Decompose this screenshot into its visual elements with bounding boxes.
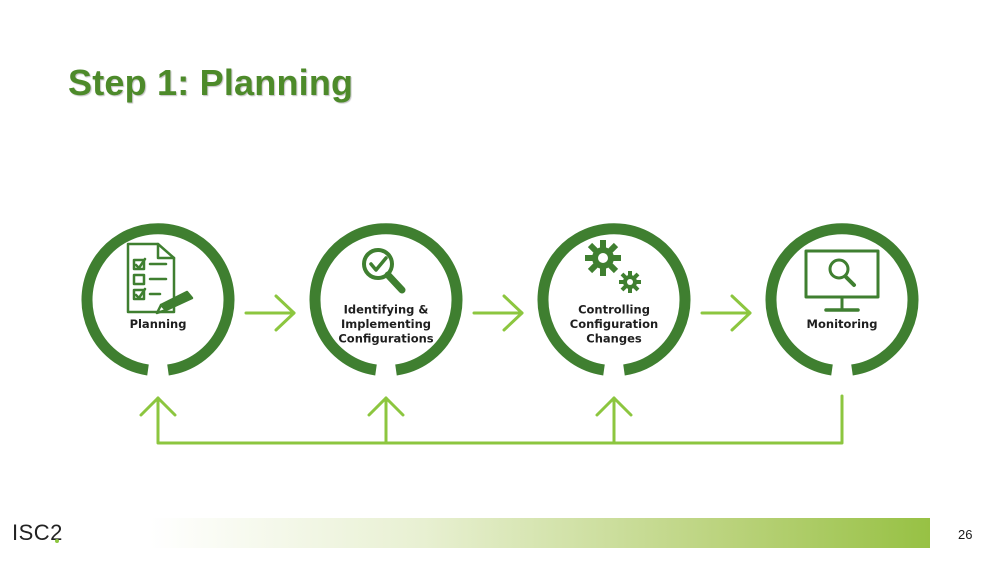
slide-title: Step 1: Planning	[68, 62, 354, 103]
step-label-controlling: Changes	[586, 332, 642, 346]
isc2-logo: ISC2	[12, 520, 63, 545]
step-ring-planning	[81, 223, 235, 376]
step-ring-monitoring	[765, 223, 919, 376]
page-number: 26	[958, 527, 973, 542]
arrow-up-controlling	[595, 396, 633, 417]
arrow-up-identifying	[367, 396, 405, 417]
magnifier-check-icon	[362, 248, 406, 294]
checklist-icon	[126, 242, 194, 315]
gears-icon	[585, 240, 641, 293]
feedback-loop	[139, 394, 844, 445]
monitor-search-icon	[804, 249, 880, 312]
step-label-identifying: Identifying &	[344, 303, 429, 317]
step-label-monitoring: Monitoring	[807, 317, 878, 331]
step-label-controlling: Controlling	[578, 303, 650, 317]
logo-dot	[55, 539, 59, 543]
step-ring-controlling	[537, 223, 691, 376]
step-label-identifying: Implementing	[341, 317, 431, 331]
arrow-right-1	[244, 294, 296, 332]
step-label-controlling: Configuration	[570, 317, 658, 331]
arrow-right-2	[472, 294, 524, 332]
step-ring-identifying	[309, 223, 463, 376]
arrow-right-3	[700, 294, 752, 332]
step-label-planning: Planning	[130, 317, 187, 331]
step-label-identifying: Configurations	[338, 332, 433, 346]
footer-gradient-bar	[150, 518, 930, 548]
arrow-up-planning	[139, 396, 177, 417]
